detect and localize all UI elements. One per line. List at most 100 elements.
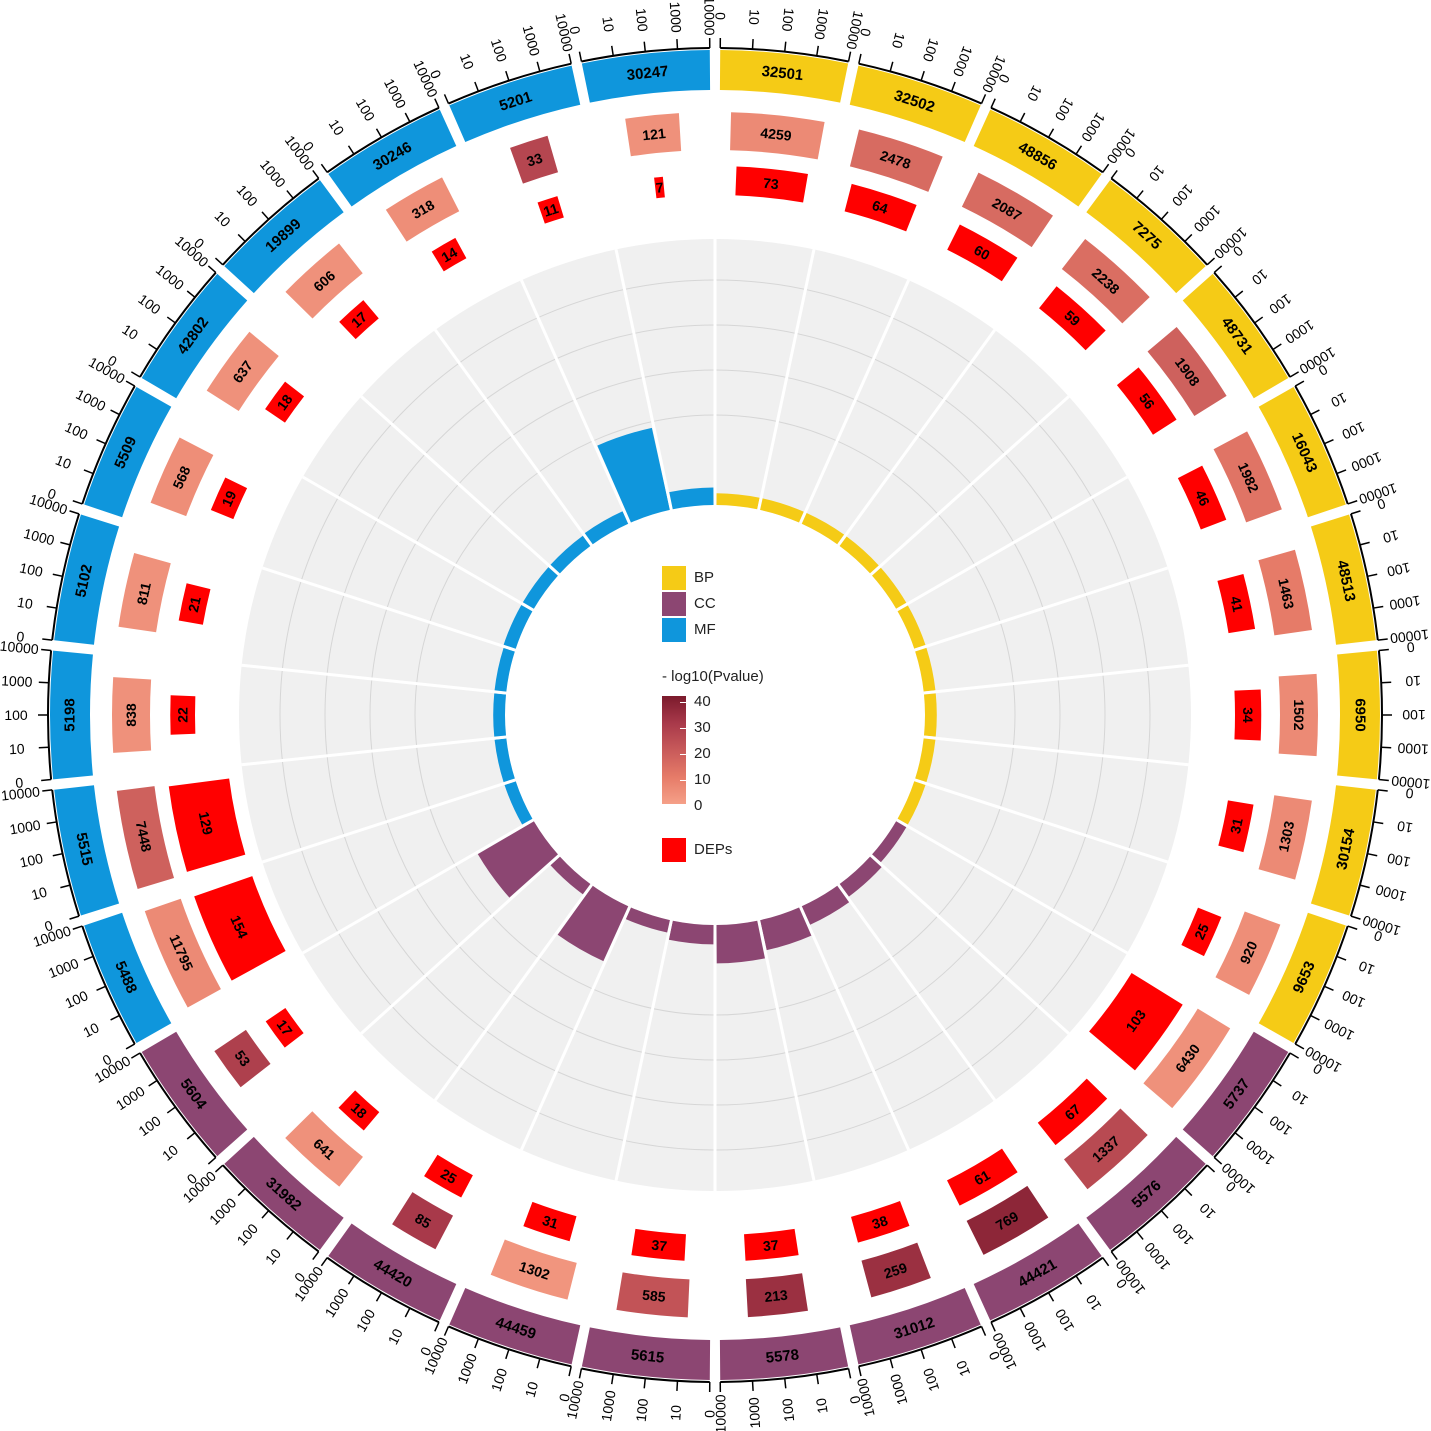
axis-tick — [1294, 380, 1305, 387]
background-count-label: 85 — [412, 1210, 434, 1232]
axis-tick-label: 1000 — [1191, 202, 1224, 236]
category-band — [1310, 785, 1376, 916]
dep-count-bar — [210, 477, 248, 520]
axis-tick-label: 100 — [1266, 291, 1294, 318]
sector-5198: 5198 0 10 100 1000 10000 838 22 — [0, 638, 507, 791]
axis-tick-label: 10 — [1356, 958, 1377, 979]
legend-item-bp: BP — [662, 566, 802, 592]
dep-count-bar — [523, 1201, 577, 1242]
axis-tick-label: 10 — [599, 15, 617, 33]
axis-tick — [1019, 112, 1026, 123]
axis-tick — [286, 190, 294, 199]
axis-tick-label: 100 — [920, 1366, 943, 1393]
dep-count-label: 34 — [1240, 707, 1256, 723]
axis-tick — [536, 1358, 541, 1369]
sector-separator — [757, 249, 816, 510]
axis-tick — [1184, 1187, 1193, 1197]
rich-factor-bar — [550, 856, 591, 895]
background-count-bar — [385, 177, 460, 242]
axis-baseline — [326, 1256, 440, 1324]
sector-separator — [360, 395, 560, 576]
axis-baseline — [81, 385, 136, 505]
sector-separator — [434, 884, 593, 1101]
axis-tick — [125, 380, 136, 387]
axis-tick — [347, 1275, 355, 1285]
axis-tick — [1206, 257, 1216, 266]
axis-tick-label: 1000 — [1388, 593, 1422, 614]
category-band — [1258, 912, 1346, 1043]
axis-tick-label: 10000 — [712, 1394, 728, 1431]
rich-factor-bar — [668, 920, 714, 945]
axis-tick — [130, 371, 141, 378]
axis-tick — [610, 45, 614, 56]
axis-tick — [1336, 469, 1347, 475]
legend: BP CC MF - log10(Pvalue) 40 30 20 10 0 D… — [662, 566, 802, 862]
axis-tick-label: 100 — [779, 7, 797, 32]
sector-id-label: 5578 — [765, 1346, 800, 1366]
axis-tick — [950, 81, 956, 92]
axis-tick-label: 0 — [566, 25, 583, 36]
axis-tick — [1110, 169, 1118, 179]
gradient-title: - log10(Pvalue) — [662, 668, 764, 685]
axis-tick — [1272, 1079, 1282, 1087]
gradient-tick-10: 10 — [694, 771, 711, 788]
gradient-tick-30: 30 — [694, 719, 711, 736]
axis-tick — [1234, 1132, 1244, 1140]
dep-count-bar — [194, 876, 286, 981]
axis-tick — [214, 1164, 224, 1173]
axis-tick-label: 100 — [1169, 182, 1197, 210]
legend-swatch-bp — [662, 566, 686, 590]
axis-tick — [1289, 371, 1300, 378]
axis-tick-label: 1000 — [745, 1397, 763, 1429]
sector-separator — [837, 329, 996, 546]
axis-tick-label: 10000 — [86, 354, 128, 387]
category-band — [50, 650, 93, 780]
axis-tick — [889, 61, 894, 72]
axis-tick-label: 100 — [1266, 1112, 1294, 1139]
axis-tick — [1324, 985, 1334, 992]
sector-32501: 32501 0 10 100 1000 10000 4259 73 — [712, 7, 867, 510]
sector-5578: 5578 0 10 100 1000 10000 213 37 — [712, 920, 864, 1431]
category-band — [719, 50, 849, 103]
background-count-bar — [1258, 549, 1312, 636]
axis-tick — [751, 39, 754, 50]
legend-label-deps: DEPs — [694, 841, 733, 858]
axis-tick-label: 10000 — [563, 1379, 587, 1421]
axis-tick-label: 1000 — [1243, 1137, 1277, 1169]
axis-tick — [1347, 925, 1358, 930]
axis-tick-label: 1000 — [1078, 110, 1108, 145]
axis-tick-label: 10 — [667, 1404, 684, 1421]
rich-factor-bar — [760, 498, 804, 523]
dep-count-label: 38 — [870, 1212, 890, 1232]
background-count-bar — [118, 553, 171, 633]
axis-tick — [186, 290, 196, 298]
axis-tick-label: 10 — [522, 1380, 542, 1399]
gradient-bar — [662, 696, 686, 804]
sector-separator — [241, 735, 507, 767]
axis-tick — [443, 1326, 450, 1336]
background-count-bar — [392, 1192, 454, 1250]
axis-tick-label: 10000 — [291, 1263, 327, 1304]
axis-baseline — [326, 106, 440, 174]
axis-tick — [214, 257, 224, 266]
background-count-bar — [1215, 911, 1281, 995]
dep-count-bar — [947, 1148, 1018, 1206]
axis-tick — [536, 61, 541, 72]
axis-tick-label: 10000 — [1389, 626, 1430, 646]
axis-tick — [52, 852, 63, 857]
background-count-label: 585 — [642, 1287, 667, 1305]
axis-tick — [1347, 500, 1358, 505]
dep-count-label: 41 — [1227, 595, 1246, 614]
dep-count-label: 31 — [1227, 816, 1246, 835]
sector-separator — [261, 778, 516, 864]
category-band — [1086, 180, 1206, 294]
dep-count-bar — [844, 183, 917, 232]
background-count-bar — [285, 1111, 363, 1187]
axis-tick-label: 100 — [1052, 1306, 1078, 1334]
axis-tick-label: 1000 — [520, 23, 544, 57]
axis-tick-label: 10 — [813, 1397, 831, 1415]
legend-item-cc: CC — [662, 592, 802, 618]
axis-tick — [1102, 1257, 1110, 1267]
